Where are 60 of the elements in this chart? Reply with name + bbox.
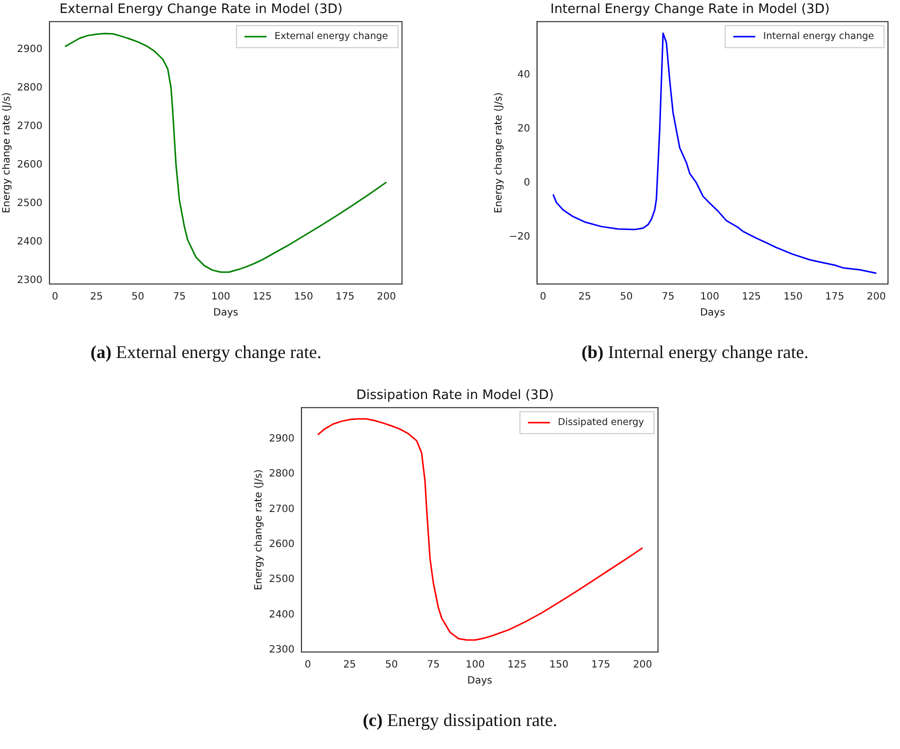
x-tick-label: 125 [252, 292, 272, 303]
y-tick-label: 2400 [268, 609, 294, 620]
x-tick-label: 75 [172, 292, 186, 303]
chart-title: Dissipation Rate in Model (3D) [356, 388, 554, 404]
y-tick-label: 2300 [16, 274, 42, 286]
y-axis-title: Energy change rate (J/s) [2, 92, 13, 214]
text: (b) Internal energy change rate. [581, 342, 809, 362]
x-tick-label: 25 [90, 292, 103, 303]
x-tick-label: 200 [633, 660, 652, 671]
x-tick-label: 150 [294, 292, 314, 303]
x-tick-label: 100 [700, 292, 720, 303]
x-tick-label: 50 [132, 292, 144, 303]
y-tick-label: 2900 [268, 433, 294, 444]
x-axis-title: Days [700, 308, 726, 319]
y-tick-label: −20 [508, 231, 530, 242]
legend-label: Internal energy change [763, 31, 874, 42]
x-tick-label: 150 [549, 660, 568, 671]
x-tick-label: 25 [578, 292, 592, 303]
x-tick-label: 75 [426, 660, 440, 671]
x-tick-label: 75 [662, 292, 674, 303]
x-tick-label: 200 [866, 292, 886, 303]
y-tick-label: 2600 [16, 159, 42, 170]
x-tick-label: 125 [508, 660, 527, 671]
x-tick-label: 50 [620, 292, 633, 303]
x-tick-label: 175 [591, 660, 610, 671]
text: (c) Energy dissipation rate. [362, 710, 558, 730]
y-tick-label: 2700 [16, 121, 42, 132]
text: (a) External energy change rate. [90, 342, 322, 362]
legend-label: Dissipated energy [558, 417, 644, 428]
y-tick-label: 2900 [16, 44, 42, 56]
x-tick-label: 175 [335, 292, 355, 303]
x-tick-label: 200 [376, 292, 396, 303]
x-tick-label: 0 [304, 660, 311, 671]
chart-title: External Energy Change Rate in Model (3D) [59, 2, 343, 18]
x-tick-label: 0 [52, 292, 58, 303]
y-tick-label: 2500 [268, 574, 294, 586]
y-tick-label: 20 [517, 124, 530, 135]
x-tick-label: 125 [742, 292, 761, 303]
x-tick-label: 175 [825, 292, 844, 303]
x-tick-label: 0 [540, 292, 546, 303]
x-tick-label: 150 [783, 292, 803, 303]
x-tick-label: 100 [211, 292, 230, 303]
y-tick-label: 2600 [268, 538, 294, 550]
legend-label: External energy change [274, 31, 388, 42]
x-tick-label: 25 [343, 660, 356, 671]
y-tick-label: 0 [524, 177, 530, 188]
y-axis-title: Energy change rate (J/s) [254, 469, 265, 590]
x-tick-label: 50 [385, 660, 398, 671]
x-axis-title: Days [467, 676, 492, 687]
y-tick-label: 2300 [268, 644, 294, 656]
y-tick-label: 2800 [268, 468, 294, 480]
y-tick-label: 2500 [16, 198, 42, 209]
y-axis-title: Energy change rate (J/s) [494, 92, 505, 214]
y-tick-label: 2800 [16, 82, 42, 94]
x-tick-label: 100 [466, 660, 485, 671]
y-tick-label: 40 [517, 70, 530, 81]
x-axis-title: Days [213, 308, 238, 319]
y-tick-label: 2700 [268, 504, 294, 515]
chart-title: Internal Energy Change Rate in Model (3D) [550, 2, 830, 18]
y-tick-label: 2400 [16, 236, 42, 248]
